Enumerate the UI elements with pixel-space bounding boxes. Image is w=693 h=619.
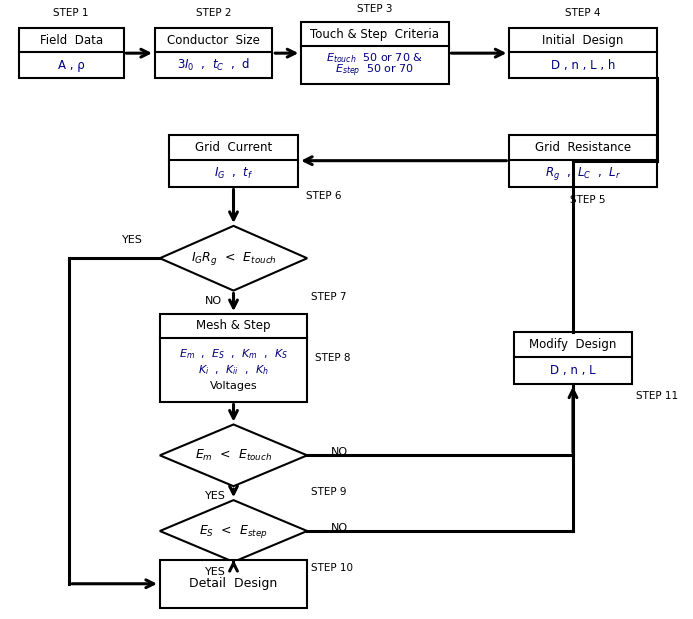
Text: STEP 10: STEP 10: [311, 563, 353, 573]
Bar: [514, 332, 632, 384]
Text: $R_g$  ,  $L_C$  ,  $L_r$: $R_g$ , $L_C$ , $L_r$: [545, 165, 621, 181]
Text: NO: NO: [331, 523, 348, 533]
Bar: [509, 28, 656, 78]
Text: YES: YES: [205, 567, 226, 577]
Text: Conductor  Size: Conductor Size: [167, 33, 260, 46]
Bar: [19, 28, 123, 78]
Text: Touch & Step  Criteria: Touch & Step Criteria: [310, 27, 439, 40]
Text: $E_{touch}$  50 or 70 &: $E_{touch}$ 50 or 70 &: [326, 51, 423, 66]
Text: Initial  Design: Initial Design: [542, 33, 624, 46]
Text: Voltages: Voltages: [210, 381, 257, 391]
Text: Detail  Design: Detail Design: [189, 578, 278, 591]
Text: $E_m$  ,  $E_S$  ,  $K_m$  ,  $K_S$: $E_m$ , $E_S$ , $K_m$ , $K_S$: [179, 347, 288, 360]
Text: NO: NO: [331, 448, 348, 457]
Text: NO: NO: [204, 295, 222, 306]
Text: STEP 7: STEP 7: [311, 292, 346, 301]
Text: YES: YES: [121, 235, 142, 245]
Text: $3I_0$  ,  $t_C$  ,  d: $3I_0$ , $t_C$ , d: [177, 57, 250, 73]
Text: Grid  Current: Grid Current: [195, 141, 272, 154]
Text: Mesh & Step: Mesh & Step: [196, 319, 271, 332]
Text: $I_G R_g$  <  $E_{touch}$: $I_G R_g$ < $E_{touch}$: [191, 249, 277, 267]
Text: D , n , L , h: D , n , L , h: [551, 59, 615, 72]
Text: STEP 11: STEP 11: [635, 391, 678, 400]
Text: Modify  Design: Modify Design: [529, 338, 617, 351]
Text: STEP 3: STEP 3: [357, 4, 393, 14]
Text: $K_i$  ,  $K_{ii}$  ,  $K_h$: $K_i$ , $K_{ii}$ , $K_h$: [198, 363, 269, 376]
Text: STEP 4: STEP 4: [565, 8, 601, 19]
Text: $E_{step}$  50 or 70: $E_{step}$ 50 or 70: [335, 63, 414, 79]
Polygon shape: [160, 500, 307, 562]
Text: Grid  Resistance: Grid Resistance: [535, 141, 631, 154]
Bar: [301, 22, 448, 84]
Text: STEP 5: STEP 5: [570, 196, 606, 206]
Text: $E_m$  <  $E_{touch}$: $E_m$ < $E_{touch}$: [195, 448, 272, 463]
Text: A , ρ: A , ρ: [58, 59, 85, 72]
Text: D , n , L: D , n , L: [550, 364, 596, 377]
Text: STEP 9: STEP 9: [311, 487, 346, 497]
Text: STEP 2: STEP 2: [196, 8, 231, 19]
Text: $I_G$  ,  $t_f$: $I_G$ , $t_f$: [214, 165, 253, 181]
Bar: [155, 28, 272, 78]
Bar: [160, 314, 307, 402]
Text: $E_S$  <  $E_{step}$: $E_S$ < $E_{step}$: [199, 522, 267, 540]
Polygon shape: [160, 425, 307, 486]
Text: Field  Data: Field Data: [40, 33, 103, 46]
Bar: [160, 560, 307, 608]
Text: STEP 6: STEP 6: [306, 191, 342, 201]
Text: STEP 8: STEP 8: [315, 353, 351, 363]
Bar: [169, 135, 298, 186]
Text: YES: YES: [205, 491, 226, 501]
Polygon shape: [160, 226, 307, 290]
Text: STEP 1: STEP 1: [53, 8, 89, 19]
Bar: [509, 135, 656, 186]
